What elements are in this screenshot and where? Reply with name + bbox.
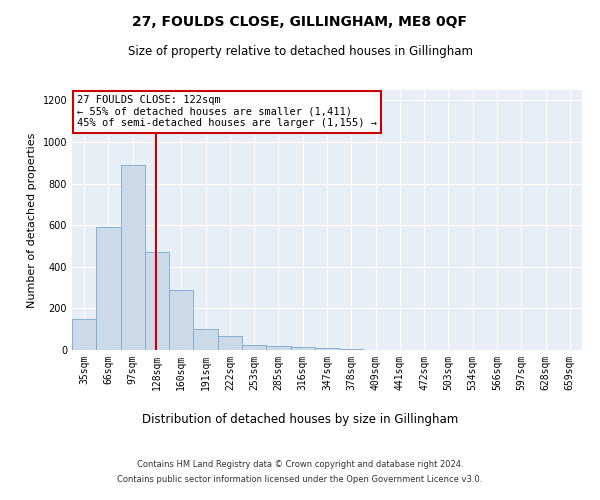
Text: Distribution of detached houses by size in Gillingham: Distribution of detached houses by size … <box>142 412 458 426</box>
Bar <box>266 346 290 350</box>
Bar <box>169 290 193 350</box>
Bar <box>72 319 96 350</box>
Text: 27, FOULDS CLOSE, GILLINGHAM, ME8 0QF: 27, FOULDS CLOSE, GILLINGHAM, ME8 0QF <box>133 15 467 29</box>
Bar <box>290 347 315 350</box>
Y-axis label: Number of detached properties: Number of detached properties <box>27 132 37 308</box>
Text: 27 FOULDS CLOSE: 122sqm
← 55% of detached houses are smaller (1,411)
45% of semi: 27 FOULDS CLOSE: 122sqm ← 55% of detache… <box>77 95 377 128</box>
Bar <box>339 349 364 350</box>
Text: Size of property relative to detached houses in Gillingham: Size of property relative to detached ho… <box>128 45 473 58</box>
Bar <box>145 252 169 350</box>
Text: Contains public sector information licensed under the Open Government Licence v3: Contains public sector information licen… <box>118 475 482 484</box>
Text: Contains HM Land Registry data © Crown copyright and database right 2024.: Contains HM Land Registry data © Crown c… <box>137 460 463 469</box>
Bar <box>96 228 121 350</box>
Bar <box>218 336 242 350</box>
Bar <box>242 345 266 350</box>
Bar <box>315 348 339 350</box>
Bar <box>121 165 145 350</box>
Bar <box>193 329 218 350</box>
